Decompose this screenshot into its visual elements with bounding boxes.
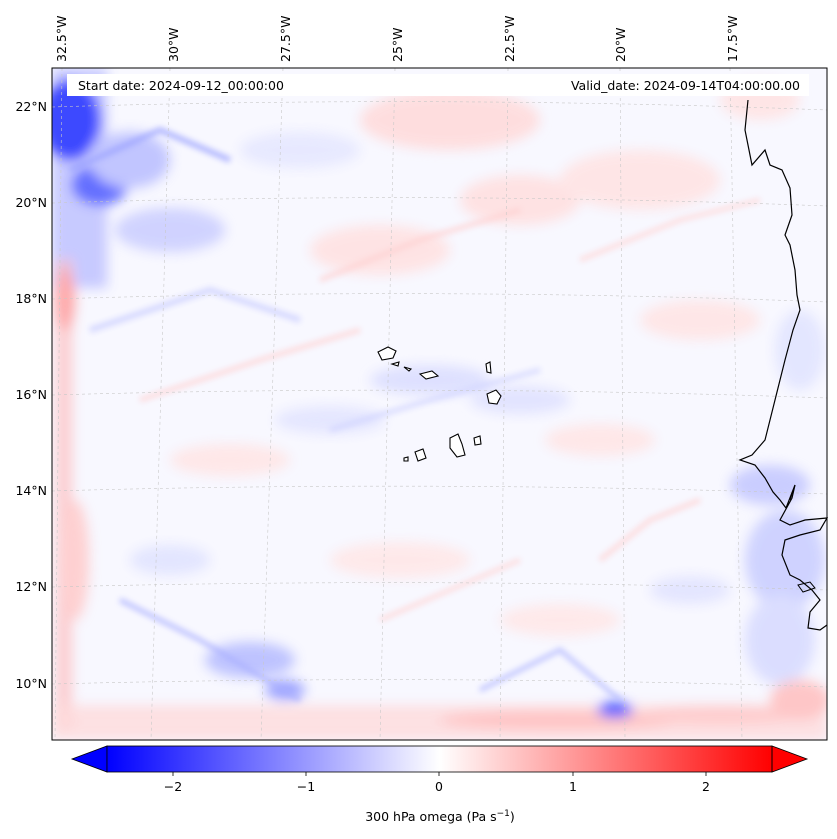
island-sao-vicente xyxy=(390,361,400,367)
latitude-labels: 22°N 20°N 18°N 16°N 14°N 12°N 10°N xyxy=(15,99,47,691)
lat-label-12n: 12°N xyxy=(15,579,47,594)
lat-label-20n: 20°N xyxy=(15,195,47,210)
colorbar: −2 −1 0 1 2 300 hPa omega (Pa s−1) xyxy=(70,745,809,824)
colorbar-label: 300 hPa omega (Pa s−1) xyxy=(365,809,515,824)
colorbar-gradient xyxy=(107,746,772,772)
island-sao-nicolau xyxy=(418,370,440,380)
colorbar-label-sup: −1 xyxy=(497,809,510,819)
lon-label-30w: 30°W xyxy=(166,27,181,62)
lat-label-18n: 18°N xyxy=(15,291,47,306)
lon-label-17-5w: 17.5°W xyxy=(725,16,740,62)
map-panel xyxy=(51,67,829,741)
colorbar-ticks xyxy=(172,772,707,776)
lat-label-16n: 16°N xyxy=(15,387,47,402)
valid-date-label: Valid_date: 2024-09-14T04:00:00.00 xyxy=(571,78,800,93)
colorbar-extend-high xyxy=(771,745,809,773)
island-fogo xyxy=(414,448,427,462)
colorbar-label-main: 300 hPa omega (Pa s xyxy=(365,809,496,824)
lat-label-14n: 14°N xyxy=(15,483,47,498)
map-frame xyxy=(51,67,828,741)
lon-label-25w: 25°W xyxy=(390,27,405,62)
colorbar-tick-neg2: −2 xyxy=(164,779,182,794)
colorbar-label-end: ) xyxy=(510,809,515,824)
lon-label-32-5w: 32.5°W xyxy=(54,16,69,62)
island-boa-vista xyxy=(486,389,502,405)
colorbar-tick-1: 1 xyxy=(569,779,577,794)
omega-field xyxy=(52,68,827,740)
lat-label-22n: 22°N xyxy=(15,99,47,114)
island-santo-antao xyxy=(377,346,397,361)
island-brava xyxy=(403,456,409,462)
lon-label-27-5w: 27.5°W xyxy=(278,16,293,62)
header-background xyxy=(67,74,809,96)
colorbar-tick-0: 0 xyxy=(435,779,443,794)
lon-label-22-5w: 22.5°W xyxy=(502,16,517,62)
graticule xyxy=(52,68,827,740)
africa-coastline xyxy=(738,99,829,631)
colorbar-tick-2: 2 xyxy=(702,779,710,794)
island-sal xyxy=(485,361,492,374)
lon-label-20w: 20°W xyxy=(613,27,628,62)
cape-verde-islands xyxy=(377,346,502,462)
bijagos-islands xyxy=(797,581,816,593)
longitude-labels: 32.5°W 30°W 27.5°W 25°W 22.5°W 20°W 17.5… xyxy=(54,16,740,62)
gambia-river xyxy=(789,484,796,501)
island-santiago xyxy=(449,433,466,458)
island-maio xyxy=(473,435,482,446)
header-box: Start date: 2024-09-12_00:00:00 Valid_da… xyxy=(67,74,809,96)
colorbar-tick-neg1: −1 xyxy=(297,779,315,794)
lat-label-10n: 10°N xyxy=(15,676,47,691)
colorbar-frame xyxy=(106,745,773,773)
colorbar-extend-low xyxy=(70,745,108,773)
start-date-label: Start date: 2024-09-12_00:00:00 xyxy=(78,78,284,93)
island-santa-luzia xyxy=(403,366,413,372)
